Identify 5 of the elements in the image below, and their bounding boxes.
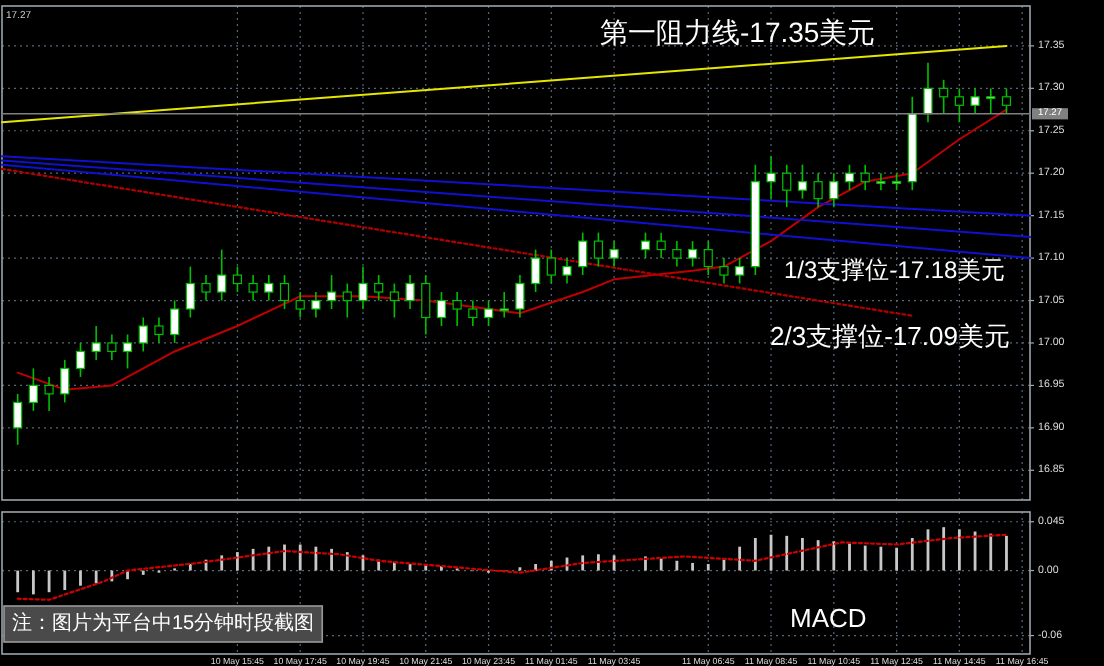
- annotation: 注：图片为平台中15分钟时段截图: [12, 611, 315, 635]
- annotation: 第一阻力线-17.35美元: [600, 16, 876, 48]
- annotation: 2/3支撑位-17.09美元: [770, 321, 1010, 351]
- annotation: 1/3支撑位-17.18美元: [784, 256, 1006, 284]
- text: MACD: [790, 603, 867, 633]
